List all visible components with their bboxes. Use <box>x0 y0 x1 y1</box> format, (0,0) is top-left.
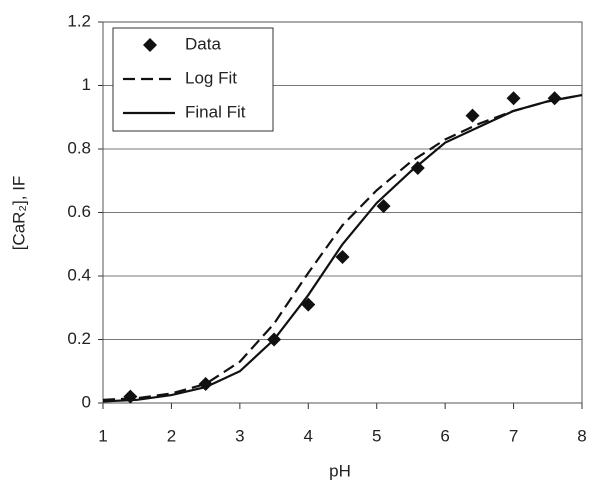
data-point <box>376 199 391 214</box>
x-axis-label: pH <box>329 461 351 480</box>
x-tick-label: 1 <box>98 426 107 445</box>
y-axis-label: [CaR₂], IF <box>9 176 28 251</box>
fit-line <box>102 93 583 401</box>
y-tick-label: 0 <box>82 392 91 411</box>
y-tick-label: 1 <box>82 75 91 94</box>
x-tick-label: 2 <box>167 426 176 445</box>
y-tick-label: 0.6 <box>67 202 91 221</box>
legend-marker <box>143 38 157 52</box>
x-tick-label: 3 <box>235 426 244 445</box>
legend-label: Data <box>185 34 221 53</box>
data-point <box>506 91 521 106</box>
data-point <box>465 108 480 123</box>
x-tick-label: 6 <box>440 426 449 445</box>
x-tick-label: 7 <box>509 426 518 445</box>
x-tick-label: 5 <box>372 426 381 445</box>
y-tick-label: 0.2 <box>67 329 91 348</box>
legend-label: Final Fit <box>185 102 246 121</box>
data-point <box>335 249 350 264</box>
fit-line <box>102 93 583 403</box>
y-tick-label: 1.2 <box>67 11 91 30</box>
y-tick-label: 0.4 <box>67 265 91 284</box>
data-point <box>123 389 138 404</box>
y-tick-label: 0.8 <box>67 138 91 157</box>
x-tick-label: 4 <box>304 426 313 445</box>
plot-frame <box>102 21 583 404</box>
legend-label: Log Fit <box>185 68 237 87</box>
x-tick-label: 8 <box>577 426 586 445</box>
data-point <box>410 161 425 176</box>
